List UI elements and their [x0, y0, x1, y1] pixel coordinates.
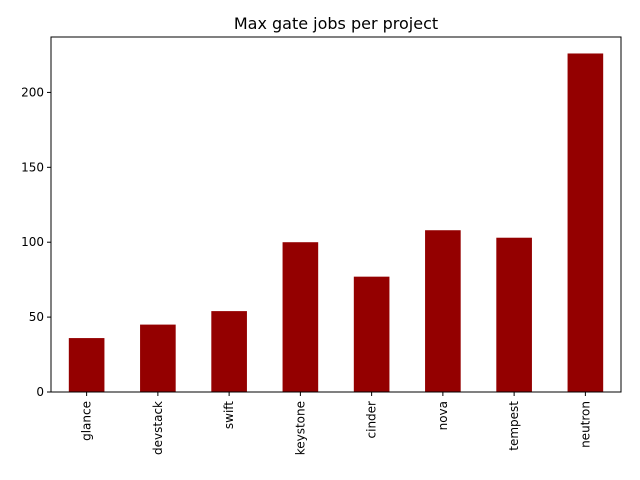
x-tick-label: neutron: [578, 401, 592, 448]
x-tick-label: glance: [80, 401, 94, 441]
plot-frame: [50, 36, 622, 393]
chart-title: Max gate jobs per project: [234, 14, 438, 33]
y-tick-label: 200: [21, 85, 44, 99]
bar-tempest: [496, 237, 532, 392]
bar-group: [68, 53, 604, 392]
y-tick-label: 0: [36, 385, 44, 399]
x-tick-label: devstack: [151, 401, 165, 455]
y-tick-label: 50: [29, 310, 44, 324]
x-tick-label: cinder: [365, 401, 379, 439]
bar-devstack: [140, 324, 176, 392]
bar-nova: [425, 230, 461, 392]
x-axis: glance devstack swift keystone cinder nova tem…: [80, 392, 592, 455]
x-tick-label: keystone: [293, 401, 307, 455]
bar-cinder: [353, 276, 390, 392]
x-tick-label: swift: [222, 401, 236, 429]
y-tick-label: 150: [21, 160, 44, 174]
y-tick-label: 100: [21, 235, 44, 249]
x-tick-label: tempest: [507, 401, 521, 451]
bar-swift: [211, 311, 247, 392]
bar-neutron: [567, 53, 604, 392]
bar-glance: [68, 338, 105, 392]
bar-keystone: [282, 242, 319, 392]
y-axis: 0 50 100 150 200: [21, 85, 51, 399]
x-tick-label: nova: [436, 401, 450, 430]
